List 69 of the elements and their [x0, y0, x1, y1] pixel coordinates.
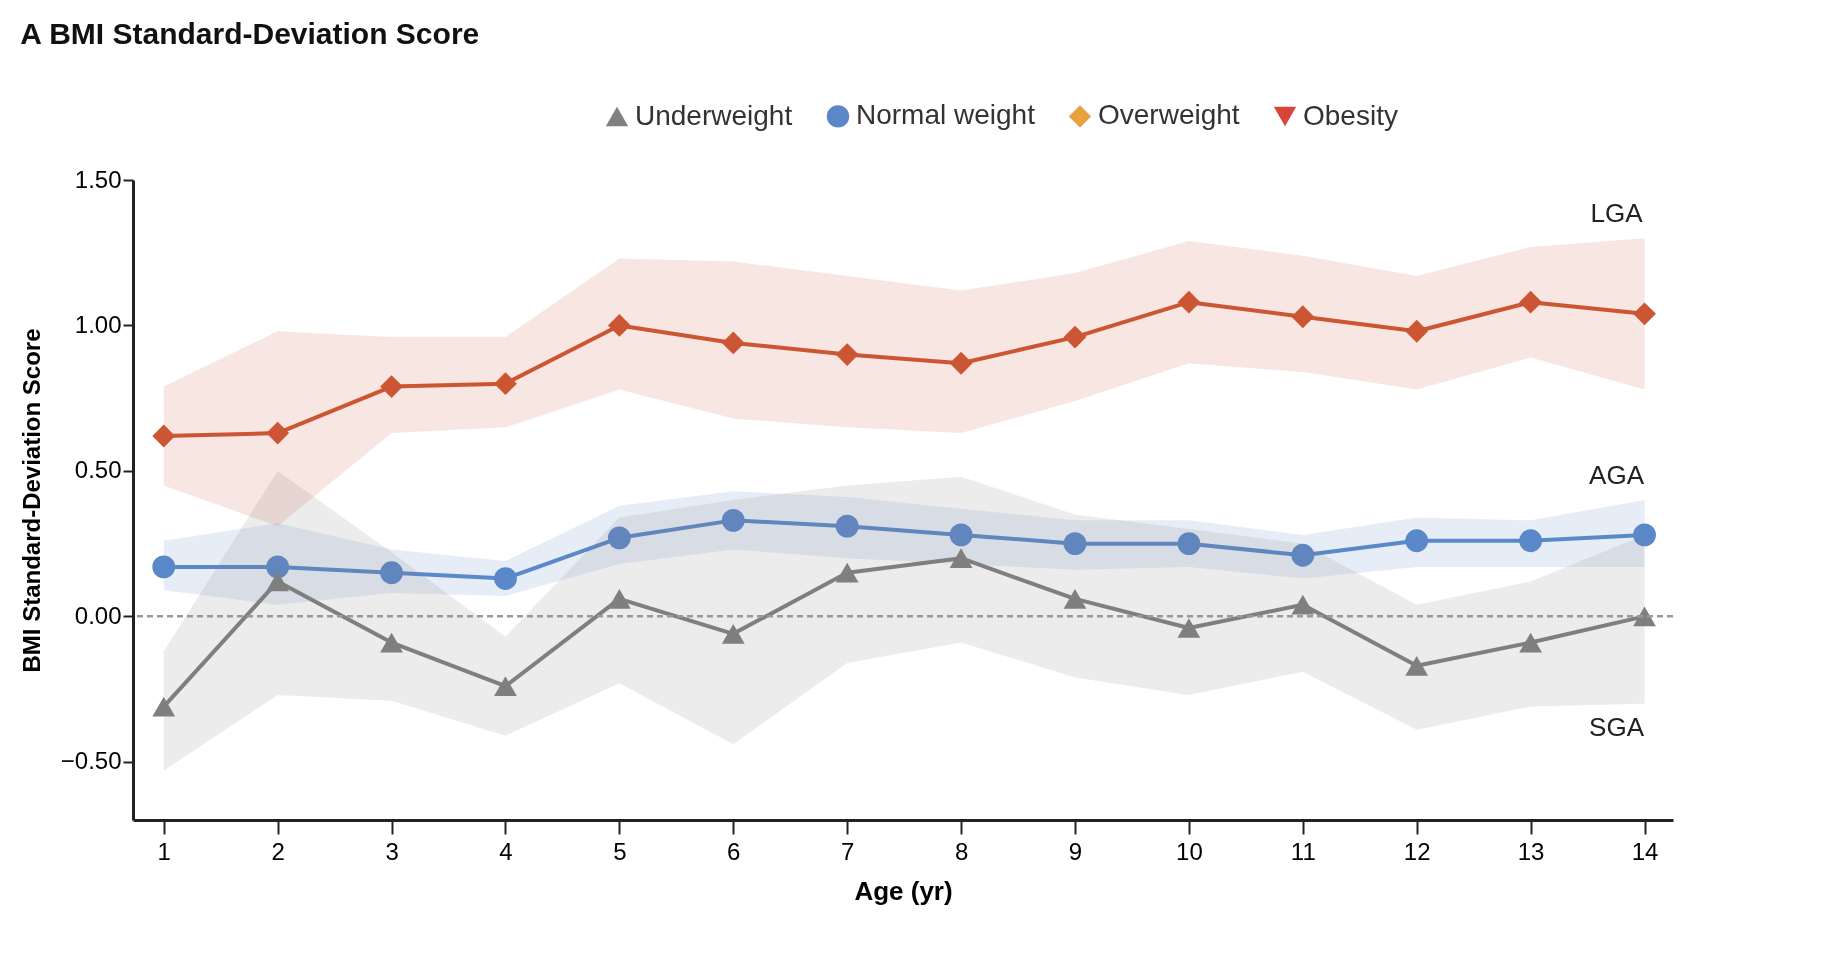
x-tick-label: 7 — [841, 837, 855, 865]
point — [380, 561, 403, 585]
x-tick-label: 8 — [954, 837, 969, 865]
x-tick-label: 5 — [613, 837, 627, 865]
legend-label: Overweight — [1098, 99, 1240, 131]
point — [1177, 618, 1201, 638]
series-label: AGA — [1589, 460, 1645, 490]
point — [835, 562, 859, 583]
legend-label: Underweight — [635, 99, 793, 131]
x-tick-label: 10 — [1176, 837, 1203, 865]
point — [152, 424, 176, 448]
y-tick-label: 1.00 — [74, 310, 122, 338]
point — [1405, 319, 1429, 343]
point — [152, 555, 176, 579]
point — [1063, 589, 1087, 609]
point — [266, 421, 290, 445]
legend-label: Normal weight — [856, 99, 1036, 131]
x-tick-label: 13 — [1517, 837, 1545, 865]
point — [1519, 632, 1543, 653]
point — [1633, 523, 1656, 547]
x-tick-label: 4 — [499, 837, 513, 865]
y-tick-label: −0.50 — [60, 747, 122, 775]
point — [1177, 290, 1201, 314]
x-tick-label: 11 — [1290, 837, 1316, 865]
point — [152, 696, 176, 717]
point — [721, 623, 745, 644]
point — [949, 351, 973, 375]
x-tick-label: 14 — [1631, 837, 1659, 865]
point — [380, 375, 403, 398]
point — [1063, 532, 1087, 556]
point — [266, 571, 290, 592]
point — [1405, 529, 1429, 553]
point — [835, 343, 859, 366]
point — [266, 555, 290, 579]
point — [494, 567, 517, 590]
x-tick-label: 6 — [727, 837, 741, 865]
y-tick-label: 0.50 — [74, 456, 122, 484]
point — [1405, 655, 1429, 676]
text: LGA — [1590, 198, 1644, 229]
point — [1291, 305, 1315, 329]
point — [1519, 529, 1543, 553]
x-tick-label: 12 — [1403, 837, 1431, 865]
point — [607, 589, 631, 609]
point — [949, 523, 973, 547]
point — [721, 331, 745, 355]
x-tick-label: 3 — [385, 837, 399, 865]
text: SGA — [1589, 711, 1645, 742]
chart-title: A BMI Standard-Deviation Score — [20, 17, 480, 50]
point — [1519, 290, 1543, 314]
x-tick-label: 1 — [157, 837, 171, 865]
point — [1633, 302, 1656, 326]
x-axis-title: Age (yr) — [854, 875, 953, 906]
point — [835, 514, 859, 538]
x-tick-label: 9 — [1068, 837, 1083, 865]
point — [607, 526, 631, 550]
point — [721, 508, 745, 532]
y-tick-label: 0.00 — [74, 601, 122, 629]
y-tick-label: 1.50 — [74, 165, 122, 193]
point — [949, 548, 973, 569]
x-tick-label: 2 — [271, 837, 285, 865]
point — [380, 632, 403, 653]
point — [607, 314, 631, 337]
point — [494, 372, 517, 396]
point — [494, 676, 517, 697]
legend-label: Obesity — [1303, 99, 1398, 131]
point — [1177, 532, 1201, 556]
point — [1063, 325, 1087, 349]
y-axis-title: BMI Standard-Deviation Score — [17, 328, 45, 673]
point — [1291, 543, 1315, 567]
